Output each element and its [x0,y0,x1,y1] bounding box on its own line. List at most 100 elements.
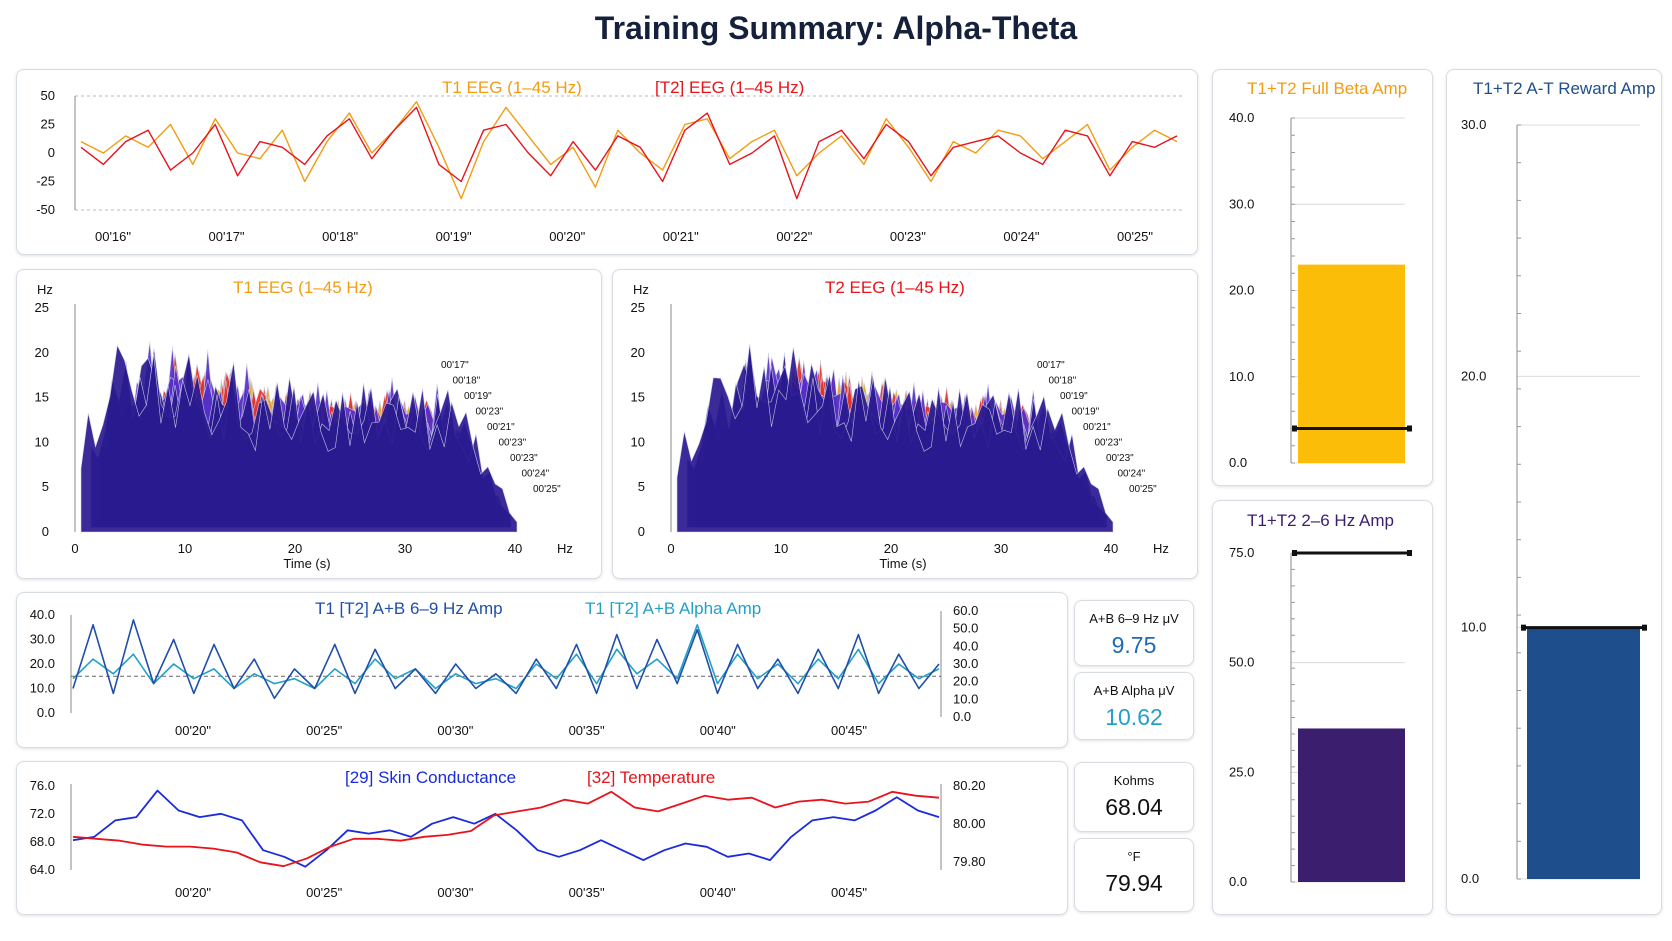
ab69-readout: A+B 6–9 Hz μV 9.75 [1074,600,1194,666]
alpha-readout-label: A+B Alpha μV [1093,683,1175,698]
y-axis-unit: Hz [37,282,53,297]
value-bar [1298,264,1405,463]
x-tick-label: 00'25" [306,885,342,900]
y-tick-label: 25 [35,300,49,315]
beta-amp-panel: 40.0 30.0 20.0 10.0 0.0 T1+T2 Full Beta Amp [1212,69,1433,486]
y-tick-label: 30.0 [1229,196,1254,211]
spectrum-t2-title: T2 EEG (1–45 Hz) [825,278,965,297]
depth-label: 00'23" [1095,438,1123,449]
ab69-readout-label: A+B 6–9 Hz μV [1089,611,1179,626]
x-tick-label: 00'25" [306,723,342,738]
y-tick-label: 0.0 [1229,455,1247,470]
series-t1-line [80,101,1178,200]
x-tick-label: 10 [774,541,788,556]
threshold-cap-left [1292,550,1297,556]
reward-amp-panel: 30.0 20.0 10.0 0.0 T1+T2 A-T Reward Amp [1446,69,1662,915]
depth-label: 00'18" [453,376,481,387]
y-tick-label: 15 [35,390,49,405]
low-amp-title: T1+T2 2–6 Hz Amp [1247,511,1394,530]
y-tick-label: 0 [48,145,55,160]
x-tick-label: 0 [667,541,674,556]
threshold-cap-right [1407,425,1412,432]
x-tick-label: 00'45" [831,723,867,738]
skin-temp-panel: 76.0 72.0 68.0 64.0 80.20 80.00 79.80 00'20" 00'… [16,761,1068,915]
y-tick-label: 0.0 [1461,871,1479,886]
y-tick-label: 76.0 [30,778,55,793]
kohms-readout: Kohms 68.04 [1074,762,1194,832]
depth-label: 00'18" [1049,376,1077,387]
x-tick-label: 00'40" [700,885,736,900]
raw-eeg-panel: 50 25 0 -25 -50 00'16" 00'17" 00'18" 00'19" 00'20… [16,69,1198,255]
y-tick-label: 0 [638,524,645,539]
x-tick-label: 10 [178,541,192,556]
y-tick-label: 20 [631,345,645,360]
x-tick-label: 00'35" [569,723,605,738]
x-tick-label: 40 [508,541,522,556]
x-axis-label: Time (s) [283,556,330,571]
y-tick-label: 5 [638,479,645,494]
skin-temp-chart: 76.0 72.0 68.0 64.0 80.20 80.00 79.80 00'20" 00'… [30,778,986,900]
kohms-readout-value: 68.04 [1105,794,1163,820]
y-tick-label: 10.0 [1461,620,1486,635]
y-tick-label: 10.0 [1229,369,1254,384]
y-tick-label: 0.0 [1229,874,1247,889]
depth-label: 00'19" [1060,391,1088,402]
y2-tick-label: 80.20 [953,778,986,793]
ab69-title: T1 [T2] A+B 6–9 Hz Amp [315,599,503,618]
x-tick-label: 00'30" [437,723,473,738]
depth-label: 00'25" [1129,484,1157,495]
y2-tick-label: 80.00 [953,816,986,831]
x-tick-label: 00'20" [175,885,211,900]
y2-tick-label: 60.0 [953,603,978,618]
spectrum-t1-title: T1 EEG (1–45 Hz) [233,278,373,297]
spectrum-t2-chart: Hz 25 20 15 10 5 0 0 10 20 30 40 Time (s) Hz 00'17" 00'… [631,282,1169,571]
y-tick-label: 25 [41,117,55,132]
threshold-cap-right [1642,624,1647,631]
value-bar [1527,627,1640,879]
kohms-readout-label: Kohms [1113,773,1155,788]
alpha-title: T1 [T2] A+B Alpha Amp [585,599,762,618]
series-skin-line [72,789,940,868]
y2-tick-label: 10.0 [953,691,978,706]
series-t2-line [80,106,1178,200]
spectrum-t1-panel: Hz 25 20 15 10 5 0 0 10 20 30 40 Time (s) Hz 00'17" 00'… [16,269,602,579]
y-tick-label: -50 [36,202,55,217]
y-tick-label: 75.0 [1229,545,1254,560]
y-tick-label: 64.0 [30,862,55,877]
depth-label: 00'19" [464,391,492,402]
threshold-cap-left [1292,425,1297,432]
threshold-cap-right [1407,550,1412,556]
reward-amp-title: T1+T2 A-T Reward Amp [1473,79,1656,98]
depth-label: 00'23" [1106,453,1134,464]
y2-tick-label: 20.0 [953,674,978,689]
x-tick-label: 00'20" [175,723,211,738]
y-tick-label: 20 [35,345,49,360]
series-temp-line [72,790,940,868]
y-tick-label: 20.0 [1461,368,1486,383]
amp-panel: 40.0 30.0 20.0 10.0 0.0 60.0 50.0 40.0 30.0 20.0 1… [16,592,1068,748]
x-tick-label: 00'35" [569,885,605,900]
x-tick-label: 00'21" [663,229,699,244]
x-tick-label: 00'19" [436,229,472,244]
low-amp-chart: 75.0 50.0 25.0 0.0 [1229,545,1412,889]
depth-label: 00'17" [441,360,469,371]
series-ab69-line [72,619,940,700]
y-tick-label: 25.0 [1229,764,1254,779]
x-tick-label: 00'22" [776,229,812,244]
depth-label: 00'19" [1072,407,1100,418]
threshold-cap-left [1521,624,1526,631]
beta-amp-title: T1+T2 Full Beta Amp [1247,79,1408,98]
x-axis-unit: Hz [557,541,573,556]
y-tick-label: 50.0 [1229,655,1254,670]
y-tick-label: 30.0 [1461,117,1486,132]
y2-tick-label: 0.0 [953,709,971,724]
x-tick-label: 00'18" [322,229,358,244]
x-tick-label: 20 [884,541,898,556]
x-tick-label: 00'17" [209,229,245,244]
y-axis-unit: Hz [633,282,649,297]
depth-label: 00'21" [1083,422,1111,433]
low-amp-panel: 75.0 50.0 25.0 0.0 T1+T2 2–6 Hz Amp [1212,500,1433,915]
y-tick-label: 5 [42,479,49,494]
y-tick-label: 40.0 [1229,110,1254,125]
y-tick-label: 30.0 [30,632,55,647]
